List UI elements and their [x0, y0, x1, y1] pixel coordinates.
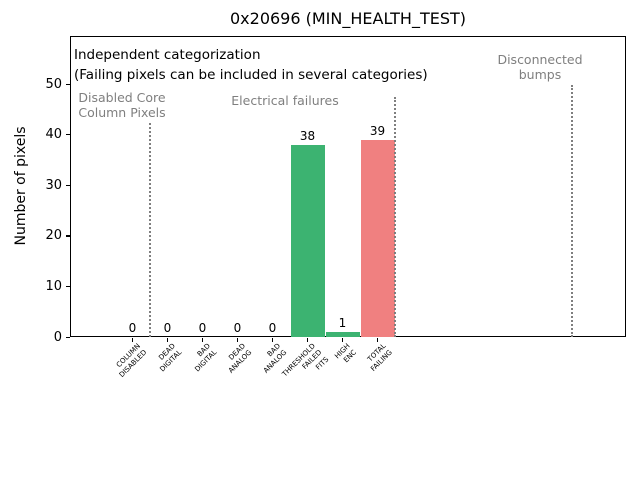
y-tick-mark — [66, 83, 70, 85]
bar-6 — [325, 331, 360, 337]
bar-5 — [290, 144, 325, 337]
x-tick-label: DEAD DIGITAL — [157, 342, 184, 374]
y-tick-label: 50 — [45, 76, 62, 92]
x-tick-mark — [376, 338, 379, 342]
y-tick-mark — [66, 134, 70, 136]
y-tick-mark — [66, 184, 70, 186]
y-tick-label: 0 — [53, 329, 62, 345]
x-tick-mark — [131, 338, 134, 342]
note-line-2: (Failing pixels can be included in sever… — [74, 67, 428, 83]
bar-value-label: 39 — [369, 123, 386, 138]
bar-value-label: 0 — [233, 321, 242, 335]
bar-7 — [360, 139, 395, 337]
region-separator-2 — [571, 85, 573, 337]
bar-value-label: 0 — [128, 321, 137, 335]
x-tick-mark — [341, 338, 344, 342]
bar-value-label: 1 — [338, 315, 347, 330]
y-tick-label: 20 — [45, 228, 62, 244]
region-label-1: Electrical failures — [231, 93, 339, 108]
chart-title: 0x20696 (MIN_HEALTH_TEST) — [229, 9, 467, 28]
bar-value-label: 38 — [299, 128, 316, 143]
x-tick-mark — [201, 338, 204, 342]
x-tick-label: TOTAL FAILING — [365, 342, 394, 374]
bar-value-label: 0 — [268, 321, 277, 335]
bar-value-label: 0 — [163, 321, 172, 335]
y-tick-mark — [66, 336, 70, 338]
region-separator-1 — [394, 97, 396, 337]
bar-value-label: 0 — [198, 321, 207, 335]
note-line-1: Independent categorization — [74, 47, 261, 63]
note-annotation: Independent categorization (Failing pixe… — [74, 45, 428, 85]
plot-area — [70, 36, 626, 337]
region-label-2: Disconnected bumps — [497, 52, 583, 82]
x-tick-label: DEAD ANALOG — [227, 342, 254, 376]
x-tick-label: THRESHOLD FAILED FITS — [280, 342, 331, 379]
x-tick-label: COLUMN DISABLED — [115, 342, 149, 380]
y-tick-label: 30 — [45, 177, 62, 193]
x-tick-label: HIGH ENC — [333, 342, 359, 365]
y-tick-label: 40 — [45, 127, 62, 143]
x-tick-mark — [236, 338, 239, 342]
x-tick-mark — [271, 338, 274, 342]
x-tick-mark — [166, 338, 169, 342]
y-tick-label: 10 — [45, 278, 62, 294]
x-tick-mark — [306, 338, 309, 342]
x-tick-label: BAD DIGITAL — [193, 342, 219, 374]
y-tick-mark — [66, 285, 70, 288]
y-tick-mark — [66, 235, 70, 237]
region-separator-0 — [149, 123, 151, 337]
region-label-0: Disabled Core Column Pixels — [78, 90, 166, 120]
